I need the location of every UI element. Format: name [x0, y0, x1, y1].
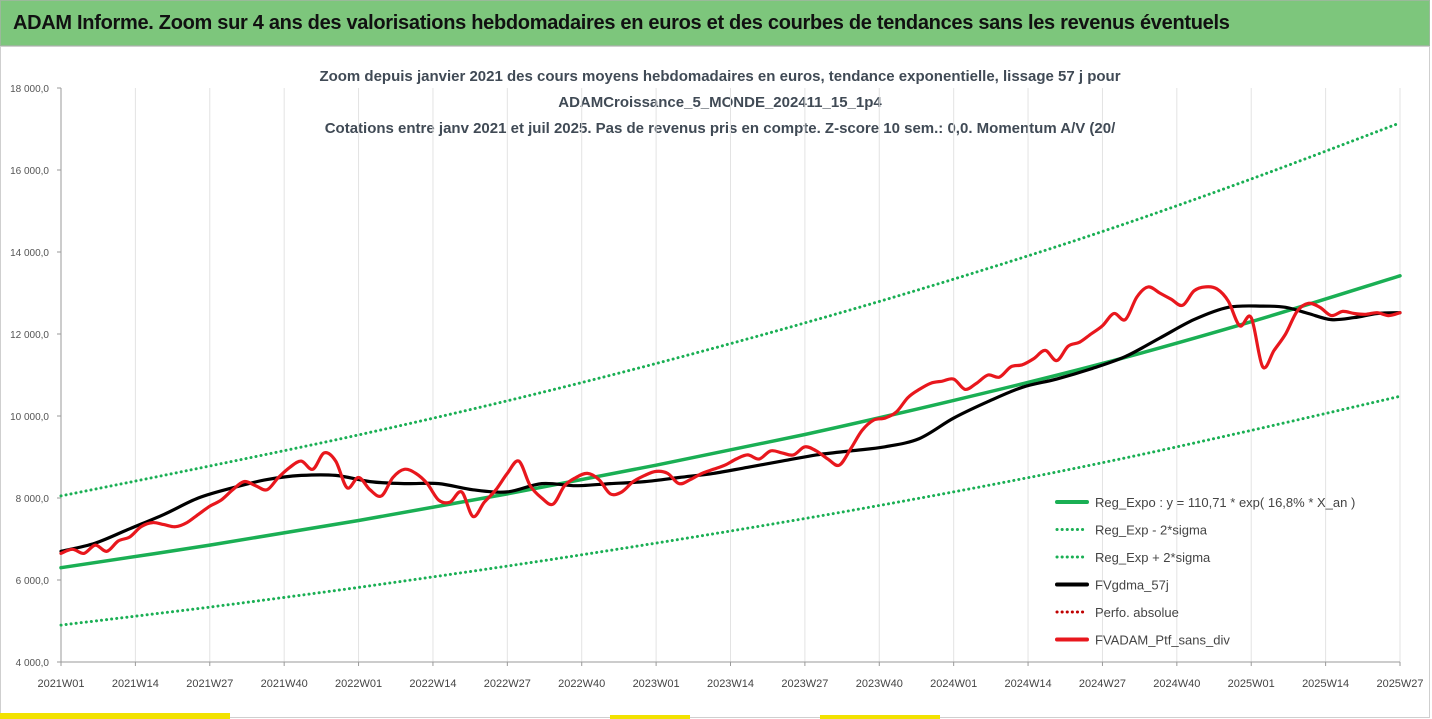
y-tick-label: 16 000,0	[10, 166, 49, 177]
legend-label: Reg_Expo : y = 110,71 * exp( 16,8% * X_a…	[1095, 495, 1355, 510]
chart-frame	[0, 46, 1430, 718]
x-tick-label: 2025W01	[1228, 678, 1275, 690]
series-fvadam-ptf-sans-div	[59, 285, 1402, 556]
tick-labels: 4 000,0 6 000,0 8 000,0 10 000,0 12 000,0 14 …	[10, 84, 1423, 690]
x-tick-label: 2021W40	[261, 678, 308, 690]
legend-label: Reg_Exp - 2*sigma	[1095, 523, 1208, 538]
legend: Reg_Expo : y = 110,71 * exp( 16,8% * X_a…	[1055, 495, 1355, 648]
x-tick-label: 2024W14	[1005, 678, 1052, 690]
x-tick-label: 2023W40	[856, 678, 903, 690]
x-tick-label: 2022W40	[558, 678, 605, 690]
chart-title-line-3: Cotations entre janv 2021 et juil 2025. …	[325, 120, 1116, 137]
series-reg-exp-minus-2sigma	[59, 394, 1402, 627]
y-tick-label: 14 000,0	[10, 248, 49, 259]
chart-title: Zoom depuis janvier 2021 des cours moyen…	[319, 68, 1120, 137]
x-tick-label: 2023W14	[707, 678, 754, 690]
decorative-strip	[0, 713, 230, 719]
legend-label: FVgdma_57j	[1095, 578, 1169, 593]
axes	[57, 87, 1401, 666]
x-tick-label: 2025W14	[1302, 678, 1349, 690]
x-tick-label: 2022W27	[484, 678, 531, 690]
legend-label: FVADAM_Ptf_sans_div	[1095, 633, 1230, 648]
x-tick-label: 2024W27	[1079, 678, 1126, 690]
chart-title-line-2: ADAMCroissance_5_MONDE_202411_15_1p4	[558, 94, 882, 111]
x-tick-label: 2025W27	[1376, 678, 1423, 690]
x-tick-label: 2023W01	[633, 678, 680, 690]
legend-label: Perfo. absolue	[1095, 605, 1179, 620]
x-tick-label: 2023W27	[781, 678, 828, 690]
x-tick-label: 2024W40	[1153, 678, 1200, 690]
x-tick-label: 2021W27	[186, 678, 233, 690]
y-tick-label: 4 000,0	[16, 658, 50, 669]
decorative-strip	[610, 715, 690, 719]
y-tick-label: 12 000,0	[10, 330, 49, 341]
grid	[60, 88, 1401, 662]
x-tick-label: 2022W01	[335, 678, 382, 690]
y-tick-label: 18 000,0	[10, 84, 49, 95]
legend-label: Reg_Exp + 2*sigma	[1095, 550, 1211, 565]
y-tick-label: 6 000,0	[16, 576, 50, 587]
x-tick-label: 2024W01	[930, 678, 977, 690]
y-tick-label: 8 000,0	[16, 494, 50, 505]
x-tick-label: 2022W14	[409, 678, 456, 690]
x-tick-label: 2021W14	[112, 678, 159, 690]
series-reg-expo	[59, 274, 1402, 570]
y-tick-label: 10 000,0	[10, 412, 49, 423]
decorative-strip	[820, 715, 940, 719]
x-tick-label: 2021W01	[37, 678, 84, 690]
chart-title-line-1: Zoom depuis janvier 2021 des cours moyen…	[319, 68, 1120, 85]
header-banner: ADAM Informe. Zoom sur 4 ans des valoris…	[0, 0, 1430, 46]
header-title: ADAM Informe. Zoom sur 4 ans des valoris…	[13, 12, 1230, 34]
series-group	[59, 121, 1402, 627]
series-reg-exp-plus-2sigma	[59, 121, 1402, 498]
